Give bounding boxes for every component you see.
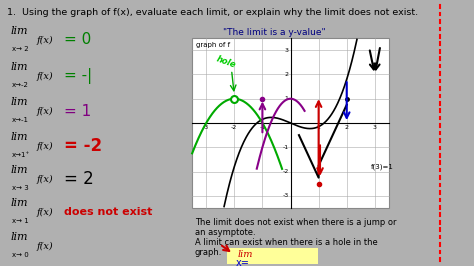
Text: A limit can exist when there is a hole in the
graph.: A limit can exist when there is a hole i… — [195, 238, 378, 257]
Text: x=: x= — [236, 258, 250, 266]
Text: 1: 1 — [317, 125, 320, 130]
Text: lim: lim — [11, 62, 28, 72]
Text: does not exist: does not exist — [64, 207, 153, 217]
Bar — [192, 38, 389, 208]
Text: x→ 3: x→ 3 — [12, 185, 28, 191]
Text: f(x): f(x) — [36, 174, 53, 184]
Text: lim: lim — [11, 232, 28, 242]
Text: "The limit is a y-value": "The limit is a y-value" — [223, 28, 326, 37]
Text: hole: hole — [215, 55, 237, 70]
Text: -3: -3 — [203, 125, 210, 130]
Text: lim: lim — [238, 250, 254, 259]
Text: x→-1: x→-1 — [12, 117, 29, 123]
Text: lim: lim — [11, 198, 28, 208]
Text: 2: 2 — [345, 125, 349, 130]
Text: -2: -2 — [283, 169, 289, 174]
Text: = 2: = 2 — [64, 170, 94, 188]
Text: 1.  Using the graph of f(x), evaluate each limit, or explain why the limit does : 1. Using the graph of f(x), evaluate eac… — [7, 8, 419, 17]
Bar — [227, 248, 319, 264]
Text: 3: 3 — [285, 48, 289, 53]
Text: x→ 1: x→ 1 — [12, 218, 28, 224]
Text: f(x): f(x) — [36, 207, 53, 217]
Text: -1: -1 — [259, 125, 265, 130]
Text: lim: lim — [11, 165, 28, 175]
Text: lim: lim — [11, 26, 28, 36]
Text: = 1: = 1 — [64, 103, 91, 118]
Text: lim: lim — [11, 97, 28, 107]
Text: x→-2: x→-2 — [12, 82, 29, 88]
Text: graph of f: graph of f — [196, 42, 230, 48]
Text: 3: 3 — [373, 125, 377, 130]
Text: f(x): f(x) — [36, 35, 53, 45]
Text: = -2: = -2 — [64, 137, 102, 155]
Text: x→1⁺: x→1⁺ — [12, 152, 30, 158]
Text: -3: -3 — [283, 193, 289, 198]
Text: = -|: = -| — [64, 68, 92, 84]
Text: 2: 2 — [285, 72, 289, 77]
Text: The limit does not exist when there is a jump or
an asymptote.: The limit does not exist when there is a… — [195, 218, 396, 237]
Text: f(x): f(x) — [36, 142, 53, 151]
Text: -1: -1 — [283, 145, 289, 150]
Text: f(x): f(x) — [36, 242, 53, 251]
Text: x→ 2: x→ 2 — [12, 46, 28, 52]
Text: f(x): f(x) — [36, 106, 53, 115]
Text: lim: lim — [11, 132, 28, 142]
Text: f(x): f(x) — [36, 72, 53, 81]
Text: = 0: = 0 — [64, 32, 91, 48]
Text: f(3)=1: f(3)=1 — [371, 164, 393, 170]
Text: x→ 0: x→ 0 — [12, 252, 28, 258]
Text: 1: 1 — [285, 96, 289, 101]
Text: -2: -2 — [231, 125, 237, 130]
